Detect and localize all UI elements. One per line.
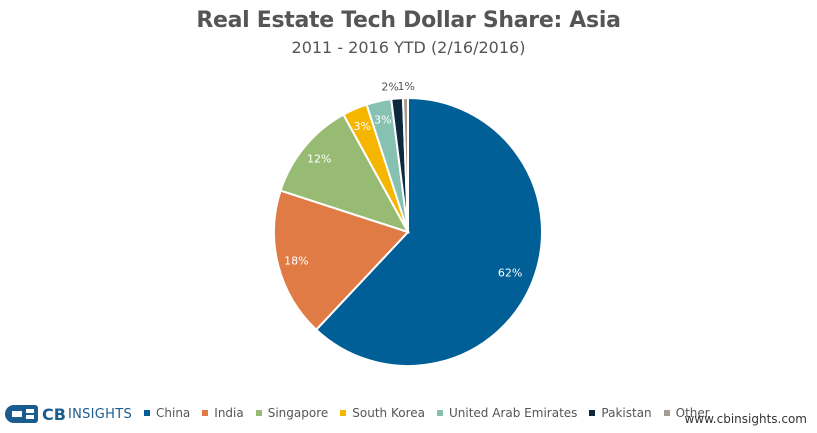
- data-label-south-korea: 3%: [354, 120, 371, 133]
- legend-item-united-arab-emirates: United Arab Emirates: [437, 406, 577, 420]
- chart-legend: China India Singapore South Korea United Ara…: [144, 405, 722, 421]
- data-label-singapore: 12%: [307, 153, 331, 166]
- cb-insights-logo: CB INSIGHTS: [4, 403, 132, 425]
- cb-logo-icon: [5, 405, 38, 423]
- pie-slice-india: [273, 189, 410, 332]
- logo-insights-text: INSIGHTS: [67, 406, 133, 422]
- legend-swatch: [437, 410, 443, 416]
- legend-label: Singapore: [267, 406, 329, 420]
- logo-cb-text: CB: [42, 404, 66, 424]
- legend-swatch: [255, 410, 262, 416]
- legend-item-other: Other: [663, 406, 710, 420]
- website-url: www.cbinsights.com: [684, 412, 807, 426]
- data-label-pakistan: 2%: [381, 80, 398, 93]
- legend-label: United Arab Emirates: [449, 406, 578, 420]
- legend-label: Other: [675, 406, 710, 420]
- legend-label: South Korea: [352, 406, 425, 420]
- data-label-china: 62%: [498, 266, 522, 279]
- pie-slice-other: [401, 96, 409, 233]
- legend-item-pakistan: Pakistan: [589, 406, 652, 420]
- legend-item-china: China: [144, 406, 190, 420]
- data-label-united-arab-emirates: 3%: [374, 114, 391, 127]
- legend-label: China: [156, 406, 191, 420]
- chart-title: Real Estate Tech Dollar Share: Asia: [196, 8, 621, 33]
- data-label-india: 18%: [284, 255, 308, 268]
- legend-label: India: [214, 406, 244, 420]
- pie-slice-china: [314, 96, 543, 367]
- legend-item-south-korea: South Korea: [340, 406, 425, 420]
- legend-swatch: [340, 410, 347, 416]
- legend-swatch: [663, 410, 670, 416]
- legend-swatch: [202, 410, 209, 416]
- pie-slice-singapore: [279, 113, 411, 234]
- legend-swatch: [144, 410, 150, 416]
- legend-label: Pakistan: [601, 406, 652, 420]
- legend-item-singapore: Singapore: [255, 406, 329, 420]
- legend-item-india: India: [202, 406, 244, 420]
- chart-subtitle: 2011 - 2016 YTD (2/16/2016): [291, 38, 526, 57]
- data-label-other: 1%: [398, 80, 415, 93]
- legend-swatch: [589, 410, 596, 416]
